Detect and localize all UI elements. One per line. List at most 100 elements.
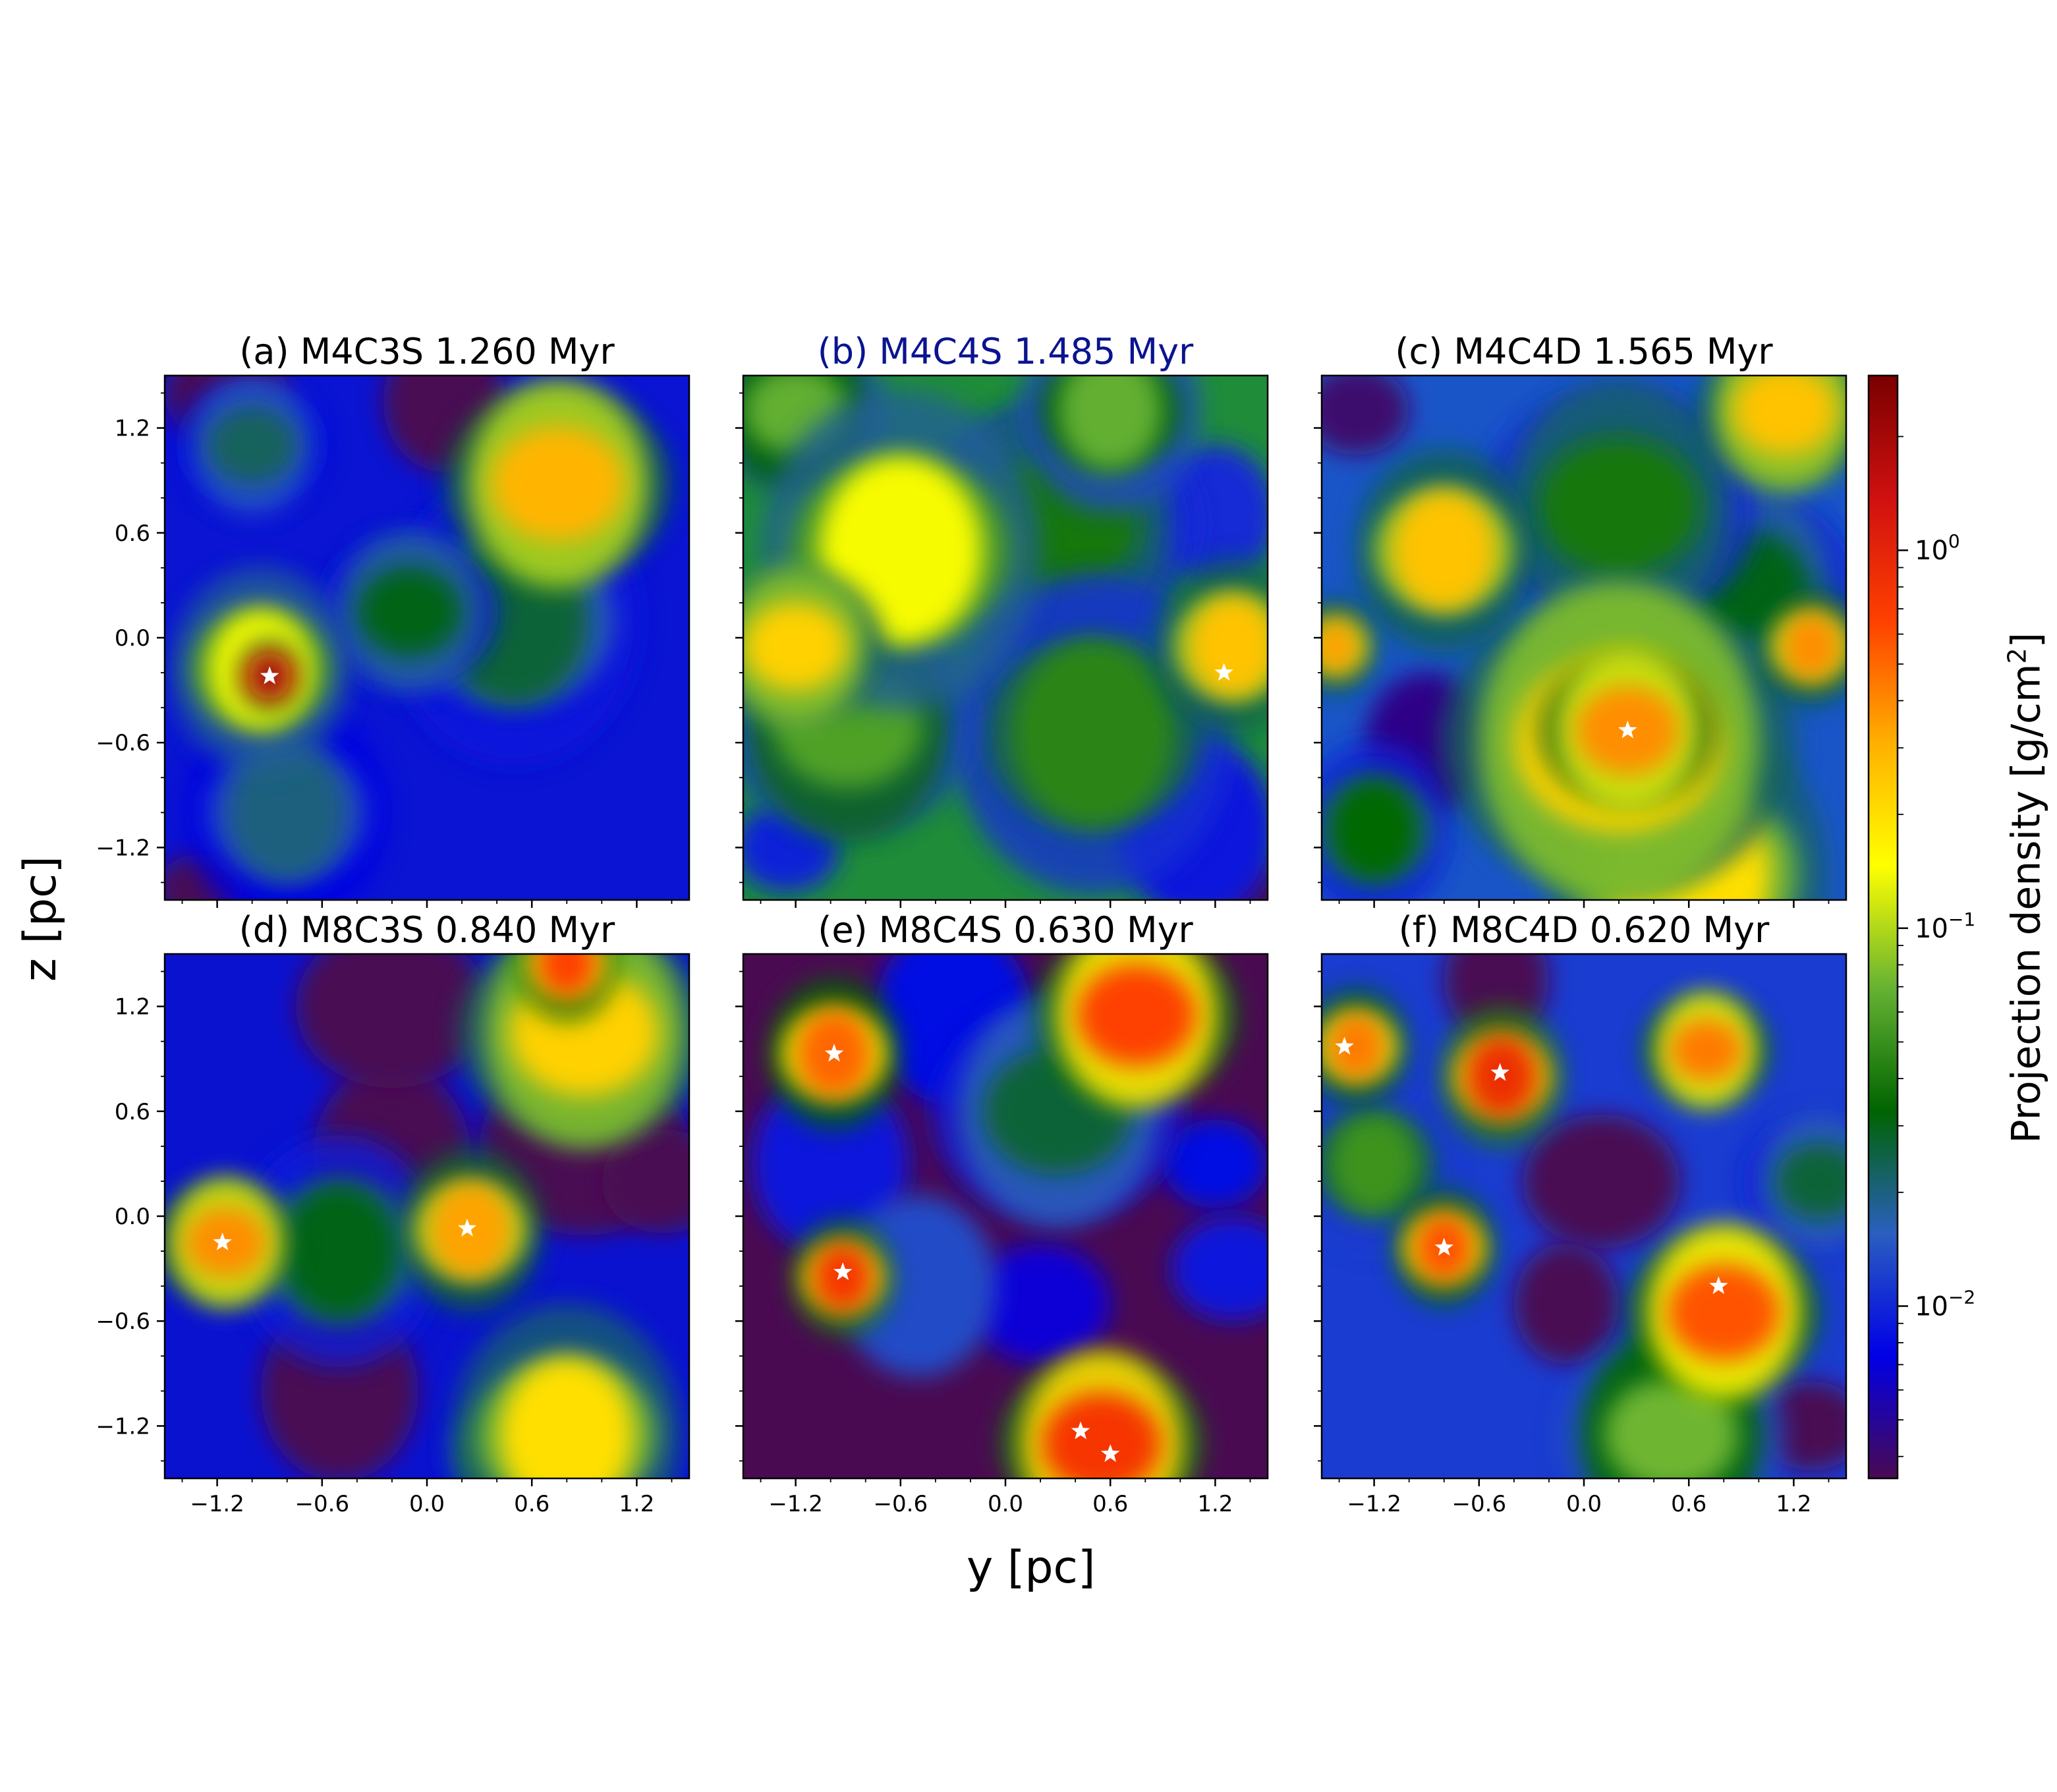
density-blob: [1329, 1112, 1419, 1216]
panel-title: (b) M4C4S 1.485 Myr: [818, 331, 1194, 372]
density-blob: [499, 1357, 634, 1478]
x-axis-label: y [pc]: [967, 1542, 1096, 1594]
panel-title: (d) M8C3S 0.840 Myr: [239, 909, 615, 951]
density-blob: [1537, 437, 1701, 576]
density-blob: [1392, 490, 1496, 611]
colorbar-frame: [1867, 374, 1899, 1480]
y-tick-label: −1.2: [96, 1413, 150, 1440]
density-blob: [1322, 376, 1409, 455]
star-marker: [1214, 663, 1233, 681]
star-marker: [1335, 1036, 1354, 1055]
star-marker: [824, 1044, 844, 1062]
x-tick-label: −1.2: [1347, 1491, 1401, 1517]
density-blob: [537, 954, 597, 997]
density-blob: [1058, 376, 1163, 470]
panels-group: (a) M4C3S 1.260 Myr −1.2 −0.6 0.0 0.6 1.2 (b) …: [96, 331, 1847, 1517]
density-field: [743, 954, 1268, 1478]
density-blob: [752, 1073, 910, 1254]
panel-f: (f) M8C4D 0.620 Myr −1.2 −0.6 0.0 0.6 1.2: [1314, 909, 1847, 1517]
x-tick-label: 1.2: [619, 1491, 654, 1517]
x-tick-label: 1.2: [1776, 1491, 1811, 1517]
colorbar-label-sup: 2: [2002, 648, 2032, 664]
star-marker: [1071, 1421, 1090, 1440]
density-blob: [1162, 1119, 1268, 1209]
density-blob: [1513, 1243, 1620, 1364]
x-tick-label: −0.6: [1452, 1491, 1507, 1517]
y-tick-label: 1.2: [115, 994, 150, 1021]
density-blob: [813, 1243, 873, 1312]
density-blob: [1781, 612, 1842, 681]
colorbar-tick-label: 100: [1915, 530, 1960, 566]
density-blob: [1604, 1378, 1739, 1478]
density-blob: [491, 427, 625, 541]
y-tick-label: 0.0: [115, 625, 150, 652]
x-tick-label: −0.6: [295, 1491, 350, 1517]
density-blob: [227, 744, 347, 882]
colorbar: 10−2 10−1 100: [1867, 374, 1975, 1480]
x-tick-label: 1.2: [1197, 1491, 1233, 1517]
density-blob: [1188, 595, 1268, 698]
star-marker: [457, 1218, 477, 1237]
y-tick-label: −0.6: [96, 730, 150, 756]
y-tick-label: 0.0: [115, 1204, 150, 1230]
panel-d: (d) M8C3S 0.840 Myr −1.2 −0.6 0.0 0.6 1.2 −1.2…: [96, 909, 690, 1517]
density-blob: [1322, 619, 1360, 674]
x-tick-label: 0.6: [1092, 1491, 1128, 1517]
density-blob: [970, 1244, 1111, 1363]
colorbar-tick-label: 10−1: [1915, 909, 1975, 944]
star-marker: [1434, 1237, 1453, 1256]
panel-e: (e) M8C4S 0.630 Myr −1.2 −0.6 0.0 0.6 1.2: [735, 909, 1269, 1517]
density-field: [165, 954, 689, 1478]
x-tick-label: −1.2: [190, 1491, 244, 1517]
y-tick-label: −1.2: [96, 835, 150, 861]
panel-c: (c) M4C4D 1.565 Myr: [1314, 331, 1847, 908]
density-blob: [1669, 1019, 1744, 1082]
y-tick-label: 1.2: [115, 416, 150, 442]
star-marker: [1618, 720, 1637, 739]
x-tick-label: −0.6: [874, 1491, 928, 1517]
density-field: [743, 376, 1268, 900]
density-blob: [1042, 1393, 1162, 1478]
x-tick-label: 0.0: [1566, 1491, 1602, 1517]
panel-b: (b) M4C4S 1.485 Myr: [735, 331, 1269, 908]
panel-title: (f) M8C4D 0.620 Myr: [1399, 909, 1770, 951]
star-marker: [833, 1262, 853, 1280]
density-field: [1322, 376, 1846, 900]
star-marker: [213, 1232, 232, 1250]
x-tick-label: 0.0: [988, 1491, 1023, 1517]
panel-title: (a) M4C3S 1.260 Myr: [239, 331, 615, 372]
x-tick-label: 0.6: [1671, 1491, 1706, 1517]
colorbar-label-main: Projection density [g/cm: [2003, 663, 2050, 1144]
star-marker: [1490, 1063, 1509, 1081]
density-blob: [1011, 640, 1175, 828]
density-blob: [280, 1183, 399, 1320]
panel-title: (e) M8C4S 0.630 Myr: [818, 909, 1193, 951]
panel-a: (a) M4C3S 1.260 Myr −1.2 −0.6 0.0 0.6 1.2: [96, 331, 690, 908]
panel-title: (c) M4C4D 1.565 Myr: [1395, 331, 1773, 372]
density-blob: [1326, 1012, 1387, 1081]
density-blob: [1775, 1143, 1846, 1219]
density-blob: [1077, 965, 1197, 1066]
density-blob: [1667, 1264, 1780, 1360]
colorbar-tick-label: 10−2: [1915, 1286, 1975, 1322]
density-blob: [1329, 779, 1419, 882]
colorbar-label-end: ]: [2003, 632, 2050, 648]
colorbar-gradient: [1869, 376, 1898, 1478]
star-marker: [1709, 1276, 1728, 1295]
y-tick-label: −0.6: [96, 1308, 150, 1335]
colorbar-label: Projection density [g/cm2]: [2003, 632, 2050, 1144]
y-tick-label: 0.6: [115, 520, 150, 547]
density-blob: [602, 1129, 689, 1233]
y-axis-label: z [pc]: [14, 856, 67, 982]
density-blob: [296, 954, 488, 1088]
star-marker: [1100, 1443, 1120, 1462]
density-blob: [1171, 1216, 1268, 1321]
star-marker: [260, 666, 279, 685]
density-blob: [1523, 1114, 1680, 1248]
density-blob: [357, 567, 462, 656]
density-blob: [743, 602, 848, 691]
y-tick-label: 0.6: [115, 1099, 150, 1125]
density-field: [1322, 954, 1846, 1478]
x-tick-label: 0.0: [409, 1491, 445, 1517]
